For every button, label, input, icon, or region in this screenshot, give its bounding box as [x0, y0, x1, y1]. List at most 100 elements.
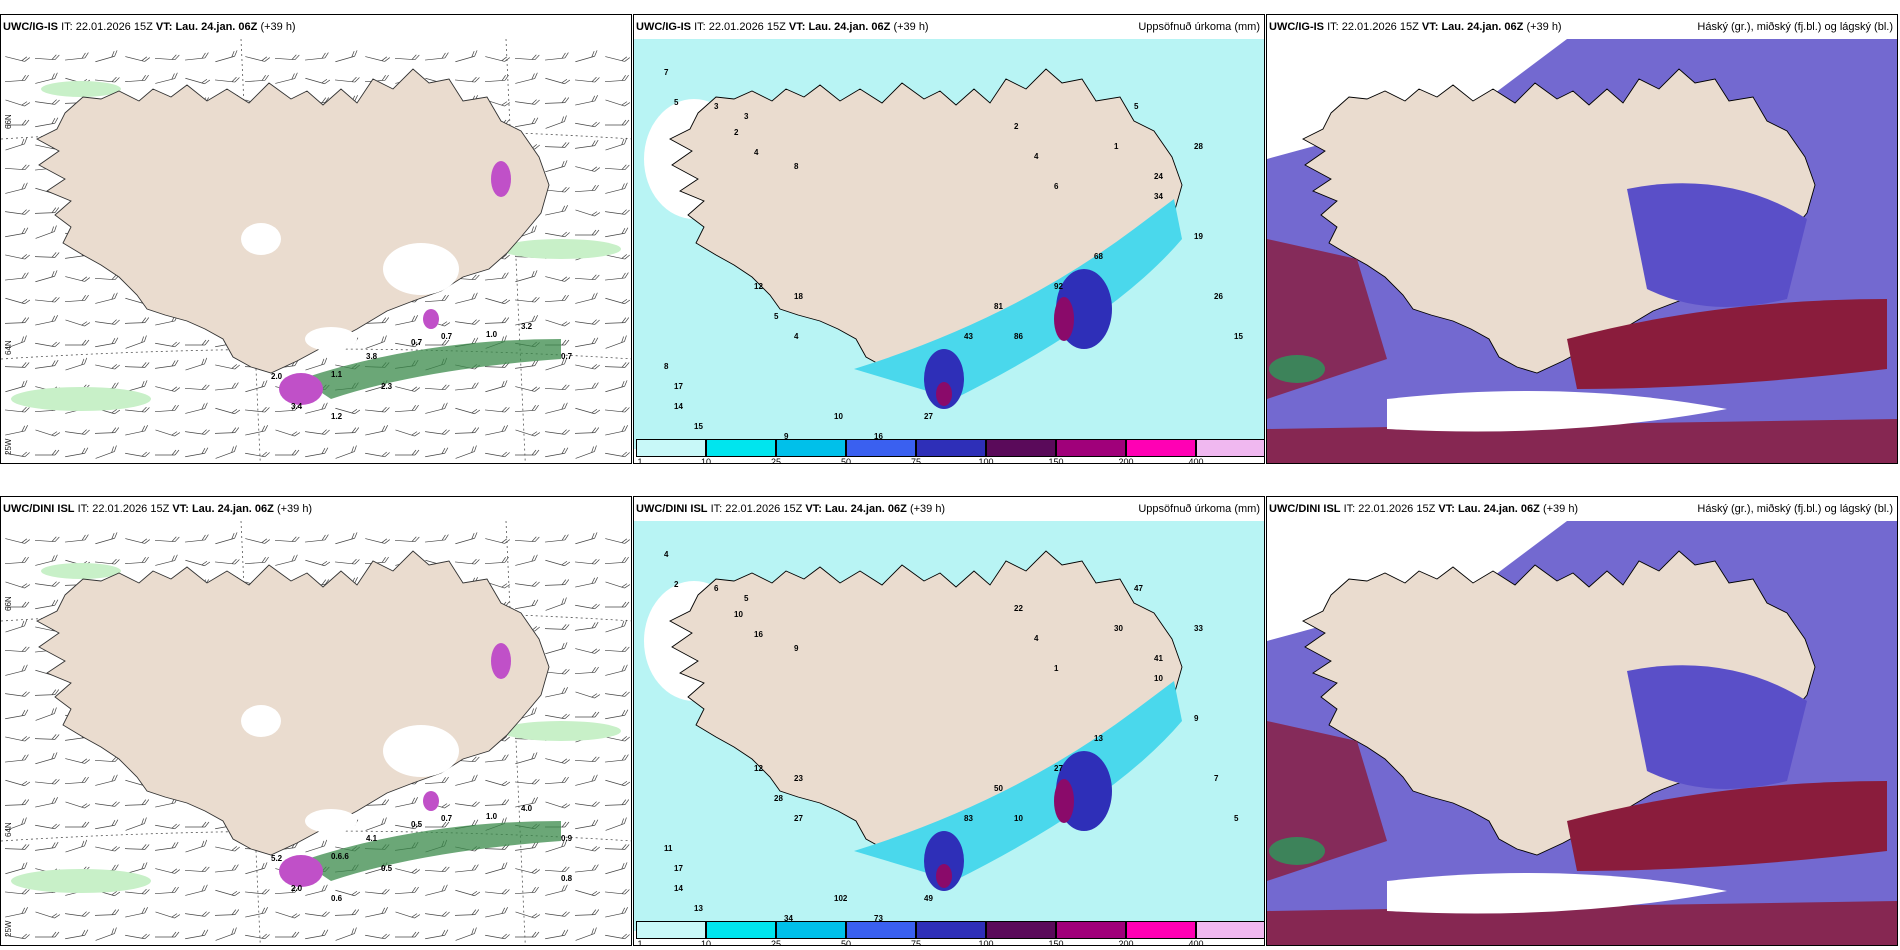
- wind-barb: [34, 689, 60, 696]
- wind-barb: [155, 72, 178, 84]
- wind-barb: [215, 864, 239, 873]
- issue-time: 22.01.2026 15Z: [75, 21, 153, 33]
- precip-number: 14: [674, 884, 683, 893]
- wind-barb: [544, 776, 569, 785]
- precip-number: 27: [924, 412, 933, 421]
- precip-area: [11, 387, 151, 411]
- heavy-precip: [423, 791, 439, 811]
- wind-barb: [65, 839, 88, 853]
- precip-number: 34: [1154, 192, 1163, 201]
- wind-barb: [575, 229, 600, 236]
- precip-number: 34: [784, 914, 793, 923]
- precip-number: 7: [664, 68, 669, 77]
- header-right: Háský (gr.), miðský (fj.bl.) og lágský (…: [1697, 15, 1893, 39]
- lat-label: 64N: [4, 822, 13, 837]
- wind-barb: [5, 862, 28, 875]
- low-cloud-area: [1269, 837, 1325, 865]
- it-label: IT:: [710, 503, 723, 515]
- precip-value: 2.0: [271, 372, 283, 381]
- wind-barb: [605, 254, 630, 260]
- wind-barb: [605, 451, 630, 458]
- wind-barb: [484, 556, 509, 565]
- heavy-precip: [491, 161, 511, 197]
- wind-barb: [455, 407, 481, 415]
- wind-barb: [455, 774, 478, 786]
- wind-barb: [305, 77, 331, 85]
- high-cloud-area: [1567, 299, 1887, 389]
- wind-barb: [65, 339, 90, 346]
- wind-barb: [34, 536, 60, 543]
- wind-barb: [184, 384, 210, 391]
- wind-barb: [574, 274, 600, 281]
- wind-barb: [485, 862, 508, 875]
- vt-label: VT:: [172, 503, 189, 515]
- precip-area: [41, 563, 121, 579]
- it-label: IT:: [77, 503, 90, 515]
- wind-barb: [365, 907, 388, 918]
- colorbar-tick: 25: [770, 457, 782, 464]
- wind-barb: [215, 382, 239, 391]
- wind-barb: [605, 779, 631, 787]
- wind-barb: [35, 823, 60, 830]
- wind-barb: [605, 888, 630, 895]
- accumulated-precip-panel: UWC/DINI ISL IT: 22.01.2026 15Z VT: Lau.…: [633, 496, 1265, 946]
- wind-barb: [245, 56, 271, 62]
- wind-barb: [425, 929, 449, 940]
- wind-barb: [605, 691, 630, 697]
- issue-time: 22.01.2026 15Z: [725, 503, 803, 515]
- wind-barb: [185, 559, 211, 567]
- clear-area: [1387, 391, 1727, 432]
- precip-area: [854, 199, 1182, 399]
- wind-barb: [424, 776, 449, 785]
- wind-barb: [35, 449, 60, 456]
- wind-barb: [5, 137, 28, 151]
- precip-number: 68: [1094, 252, 1103, 261]
- wind-barb: [124, 556, 149, 565]
- wind-barb: [394, 54, 420, 61]
- wind-barb: [454, 427, 480, 434]
- wind-barb: [604, 362, 630, 368]
- wind-barb: [275, 931, 300, 938]
- wind-barb: [545, 402, 568, 414]
- wind-barb: [575, 445, 597, 459]
- wind-barb: [155, 841, 179, 851]
- model-name: UWC/DINI ISL: [3, 503, 75, 515]
- wind-barb: [485, 56, 511, 62]
- wind-barb: [545, 929, 569, 940]
- precip-number: 2: [674, 580, 679, 589]
- wind-barb: [5, 227, 29, 238]
- wind-barb: [185, 821, 210, 828]
- precip-number: 13: [694, 904, 703, 913]
- colorbar-tick: 50: [840, 939, 852, 946]
- precip-value: 3.2: [521, 322, 533, 331]
- clear-area: [1387, 873, 1727, 914]
- wind-barb: [275, 72, 298, 84]
- header-left: UWC/IG-IS IT: 22.01.2026 15Z VT: Lau. 24…: [1269, 15, 1562, 39]
- wind-barb: [575, 577, 598, 588]
- wind-barb: [125, 406, 150, 413]
- issue-time: 22.01.2026 15Z: [92, 503, 170, 515]
- precip-number: 3: [744, 112, 749, 121]
- wind-barb: [5, 736, 30, 742]
- cloud-map: [1267, 521, 1897, 945]
- wind-barb: [365, 56, 391, 62]
- colorbar-tick: 10: [700, 939, 712, 946]
- precip-number: 28: [774, 794, 783, 803]
- wind-barb: [35, 931, 60, 938]
- wind-barb: [185, 884, 208, 896]
- heavy-precip: [423, 309, 439, 329]
- model-name: UWC/IG-IS: [1269, 21, 1324, 33]
- wind-barb: [395, 315, 418, 326]
- wind-barb: [515, 554, 538, 566]
- precip-number: 17: [674, 382, 683, 391]
- colorbar-cell: [636, 439, 706, 457]
- wind-barb: [64, 776, 89, 785]
- precip-value: 1.1: [331, 370, 343, 379]
- wind-barb: [35, 225, 57, 239]
- low-cloud-area: [1269, 355, 1325, 383]
- wind-barb: [515, 868, 541, 874]
- wind-barb: [244, 556, 269, 565]
- lat-label: 64N: [4, 340, 13, 355]
- wind-map: 66N64N25W20W15W0.6.64.10.50.71.04.02.05.…: [1, 521, 631, 945]
- wind-barb: [515, 72, 538, 84]
